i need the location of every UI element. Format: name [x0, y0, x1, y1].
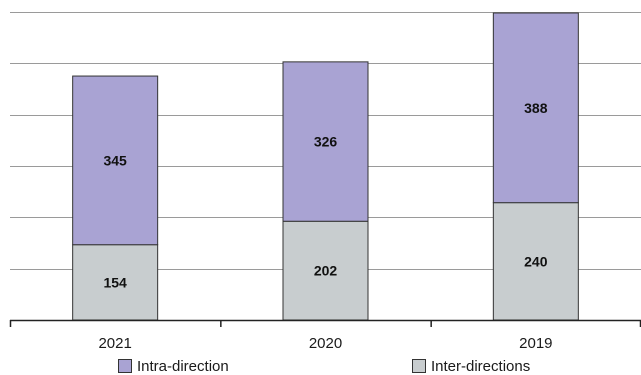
- bar-segment-intra-direction-2020: [282, 61, 369, 222]
- bar-segment-inter-directions-2019: [492, 202, 579, 321]
- legend-swatch-inter-directions: [412, 359, 426, 373]
- x-tick-label: 2019: [519, 335, 552, 352]
- bars: [72, 12, 579, 321]
- bar-segment-intra-direction-2019: [492, 12, 579, 204]
- x-axis: 2021 2020 2019: [9, 319, 641, 352]
- legend-label-inter-directions: Inter-directions: [431, 357, 531, 375]
- data-label: 345: [103, 152, 127, 168]
- legend-item-intra-direction: Intra-direction: [118, 357, 229, 375]
- x-tick-label: 2020: [309, 335, 342, 352]
- legend-item-inter-directions: Inter-directions: [412, 357, 530, 375]
- data-label: 154: [103, 274, 127, 290]
- data-label: 202: [314, 263, 338, 279]
- x-tick-label: 2021: [98, 335, 131, 352]
- data-label: 326: [314, 134, 338, 150]
- bar-segment-inter-directions-2020: [282, 220, 369, 321]
- data-label: 388: [524, 100, 548, 116]
- data-label: 240: [524, 253, 548, 269]
- bar-segment-intra-direction-2021: [72, 75, 159, 246]
- legend-swatch-intra-direction: [118, 359, 132, 373]
- data-labels: 154 345 202 326 240 388: [103, 100, 547, 291]
- legend-label-intra-direction: Intra-direction: [137, 357, 229, 375]
